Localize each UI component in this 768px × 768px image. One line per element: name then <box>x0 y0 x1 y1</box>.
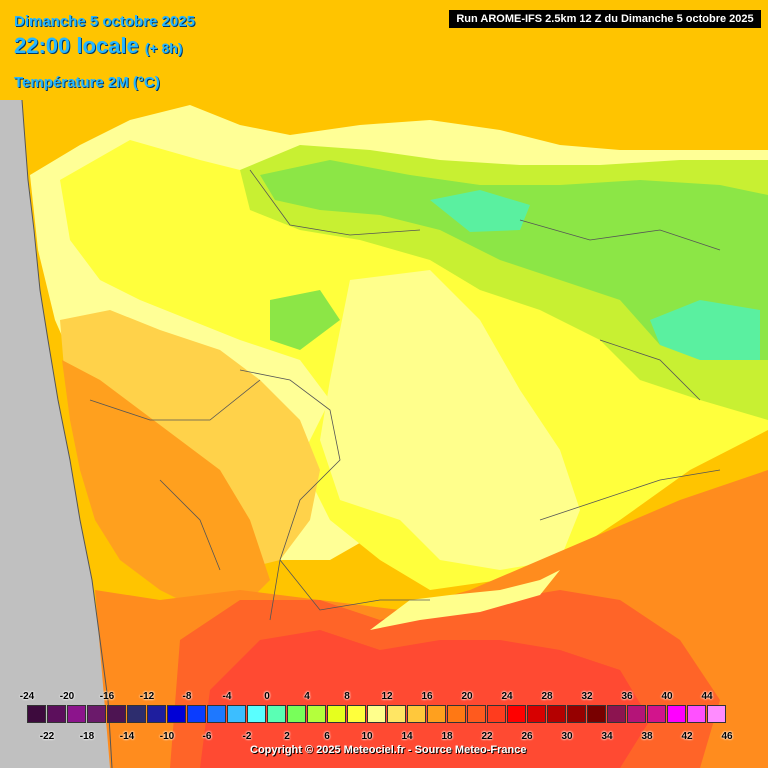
forecast-time: 22:00 locale (+ 8h) <box>14 33 182 59</box>
legend-swatch <box>187 705 206 723</box>
legend-swatch <box>307 705 326 723</box>
legend-tick-bottom: 42 <box>681 731 692 742</box>
legend-tick-bottom: 34 <box>601 731 612 742</box>
legend-swatch <box>687 705 706 723</box>
legend-swatch <box>467 705 486 723</box>
legend-tick-top: 12 <box>381 691 392 702</box>
legend-swatch <box>487 705 506 723</box>
legend-tick-bottom: 6 <box>324 731 330 742</box>
run-info-box: Run AROME-IFS 2.5km 12 Z du Dimanche 5 o… <box>449 10 761 28</box>
legend-swatch <box>507 705 526 723</box>
legend-tick-top: 40 <box>661 691 672 702</box>
legend-swatch <box>607 705 626 723</box>
legend-tick-top: 16 <box>421 691 432 702</box>
legend-tick-bottom: 22 <box>481 731 492 742</box>
forecast-date: Dimanche 5 octobre 2025 <box>14 13 195 30</box>
lead-time: (+ 8h) <box>145 40 183 56</box>
legend-swatch <box>147 705 166 723</box>
legend-swatch <box>367 705 386 723</box>
legend-tick-top: 32 <box>581 691 592 702</box>
legend-tick-bottom: 14 <box>401 731 412 742</box>
legend-tick-bottom: 2 <box>284 731 290 742</box>
legend-tick-bottom: -22 <box>40 731 54 742</box>
legend-tick-bottom: 30 <box>561 731 572 742</box>
legend-swatch <box>647 705 666 723</box>
legend-tick-bottom: -10 <box>160 731 174 742</box>
legend-swatch <box>427 705 446 723</box>
legend-swatch <box>527 705 546 723</box>
legend-tick-bottom: 18 <box>441 731 452 742</box>
legend-swatch <box>207 705 226 723</box>
legend-tick-top: -8 <box>183 691 192 702</box>
legend-tick-top: 36 <box>621 691 632 702</box>
legend-swatch <box>27 705 46 723</box>
legend-swatch <box>387 705 406 723</box>
copyright-text: Copyright © 2025 Meteociel.fr - Source M… <box>250 744 526 756</box>
legend-swatch <box>267 705 286 723</box>
legend-swatch <box>567 705 586 723</box>
legend-tick-top: 44 <box>701 691 712 702</box>
legend-tick-top: 28 <box>541 691 552 702</box>
legend-tick-bottom: 10 <box>361 731 372 742</box>
legend-swatch <box>667 705 686 723</box>
legend-tick-bottom: 26 <box>521 731 532 742</box>
legend-tick-top: 24 <box>501 691 512 702</box>
legend-swatch <box>127 705 146 723</box>
legend-swatch <box>167 705 186 723</box>
legend-tick-top: 0 <box>264 691 270 702</box>
legend-tick-bottom: -2 <box>243 731 252 742</box>
legend-tick-top: 4 <box>304 691 310 702</box>
legend-swatch <box>47 705 66 723</box>
legend-tick-top: -16 <box>100 691 114 702</box>
legend-tick-top: 8 <box>344 691 350 702</box>
legend-tick-bottom: -18 <box>80 731 94 742</box>
parameter-title: Température 2M (°C) <box>14 74 160 91</box>
legend-swatch <box>587 705 606 723</box>
legend-tick-bottom: -6 <box>203 731 212 742</box>
legend-swatch <box>247 705 266 723</box>
legend-tick-top: -20 <box>60 691 74 702</box>
legend-swatch <box>107 705 126 723</box>
legend-swatch <box>707 705 726 723</box>
legend-tick-bottom: 46 <box>721 731 732 742</box>
legend-swatch <box>347 705 366 723</box>
legend-swatch <box>627 705 646 723</box>
forecast-time-label: 22:00 locale <box>14 33 139 58</box>
legend-swatch <box>227 705 246 723</box>
legend-tick-bottom: 38 <box>641 731 652 742</box>
legend-tick-top: 20 <box>461 691 472 702</box>
legend-tick-top: -24 <box>20 691 34 702</box>
legend-tick-top: -12 <box>140 691 154 702</box>
legend-swatch <box>547 705 566 723</box>
legend-swatch <box>67 705 86 723</box>
legend-swatch <box>287 705 306 723</box>
legend-tick-top: -4 <box>223 691 232 702</box>
legend-swatch <box>87 705 106 723</box>
legend-tick-bottom: -14 <box>120 731 134 742</box>
legend-swatch <box>407 705 426 723</box>
legend-swatch <box>447 705 466 723</box>
legend-swatch <box>327 705 346 723</box>
